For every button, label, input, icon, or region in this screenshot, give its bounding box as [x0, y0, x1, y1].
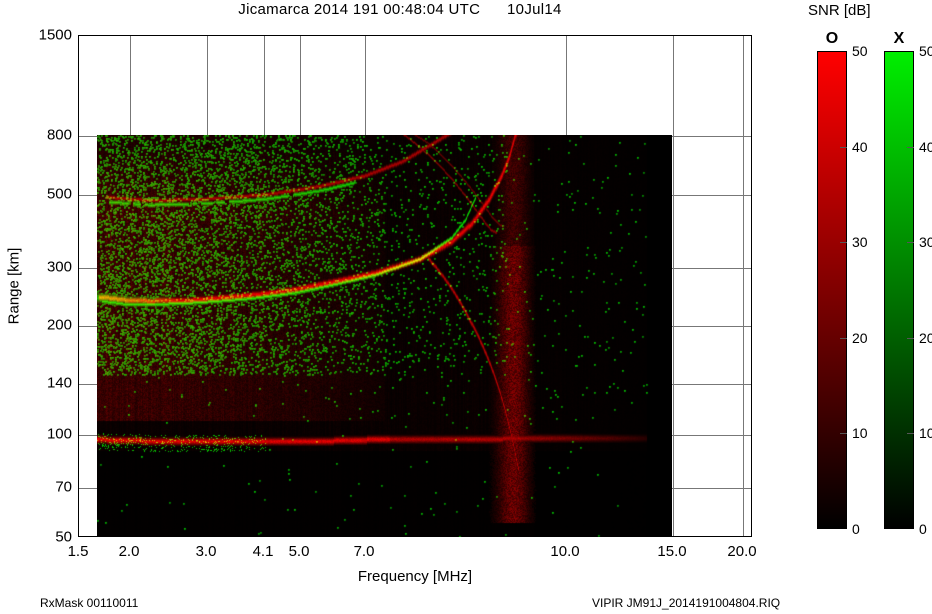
x-tick-label: 2.0 [118, 543, 140, 560]
colorbar-x-tick: 50 [919, 43, 932, 59]
colorbar-x-tick: 20 [919, 329, 932, 346]
y-tick-label: 1500 [38, 26, 72, 44]
colorbar-tick-mark [907, 146, 914, 148]
colorbar-tick-mark [840, 242, 847, 244]
footer-filename: VIPIR JM91J_2014191004804.RIQ [592, 596, 781, 610]
vertical-gridline [743, 36, 744, 536]
colorbar-title: SNR [dB] [808, 2, 871, 19]
colorbar-tick-mark [907, 337, 914, 339]
page-title: Jicamarca 2014 191 00:48:04 UTC 10Jul14 [238, 1, 562, 18]
colorbar-x-tick: 30 [919, 234, 932, 251]
y-axis-label: Range [km] [5, 247, 23, 325]
vertical-gridline [673, 36, 674, 536]
colorbar-o-tick: 30 [852, 234, 868, 251]
y-tick-label: 200 [46, 316, 72, 334]
x-tick-label: 15.0 [657, 543, 687, 560]
x-tick-label: 1.5 [67, 543, 89, 560]
colorbar-x-tick: 40 [919, 138, 932, 155]
colorbar-tick-mark [907, 433, 914, 435]
x-tick-label: 4.1 [252, 543, 274, 560]
y-tick-label: 70 [55, 478, 72, 496]
colorbar-o-tick: 20 [852, 329, 868, 346]
colorbar-tick-mark [840, 337, 847, 339]
colorbar-x-tick: 0 [919, 521, 927, 537]
y-tick-label: 50 [55, 528, 72, 546]
colorbar-x-header: X [893, 30, 905, 47]
y-tick-label: 500 [46, 185, 72, 203]
colorbar-tick-mark [907, 242, 914, 244]
colorbar-o-tick: 50 [852, 43, 868, 59]
y-tick-label: 140 [46, 374, 72, 392]
y-axis-ticks: 1500 800 500 300 200 140 100 70 50 [0, 0, 72, 614]
y-tick-label: 800 [46, 126, 72, 144]
x-tick-label: 10.0 [550, 543, 580, 560]
colorbar-o-scale [817, 51, 847, 529]
colorbar-x-tick: 10 [919, 425, 932, 442]
colorbar-o-tick: 40 [852, 138, 868, 155]
colorbar-x-scale [884, 51, 914, 529]
colorbar-tick-mark [840, 433, 847, 435]
ionogram-raster [97, 135, 672, 537]
colorbar-o-header: O [825, 30, 839, 47]
x-tick-label: 20.0 [727, 543, 757, 560]
colorbar-o-tick: 0 [852, 521, 860, 537]
y-tick-label: 300 [46, 258, 72, 276]
colorbar-o-tick: 10 [852, 425, 868, 442]
y-tick-label: 100 [46, 425, 72, 443]
x-tick-label: 3.0 [195, 543, 217, 560]
colorbar-tick-mark [840, 146, 847, 148]
footer-rxmask: RxMask 00110011 [40, 596, 139, 610]
x-tick-label: 5.0 [288, 543, 310, 560]
x-axis-label: Frequency [MHz] [357, 568, 473, 585]
x-tick-label: 7.0 [353, 543, 375, 560]
